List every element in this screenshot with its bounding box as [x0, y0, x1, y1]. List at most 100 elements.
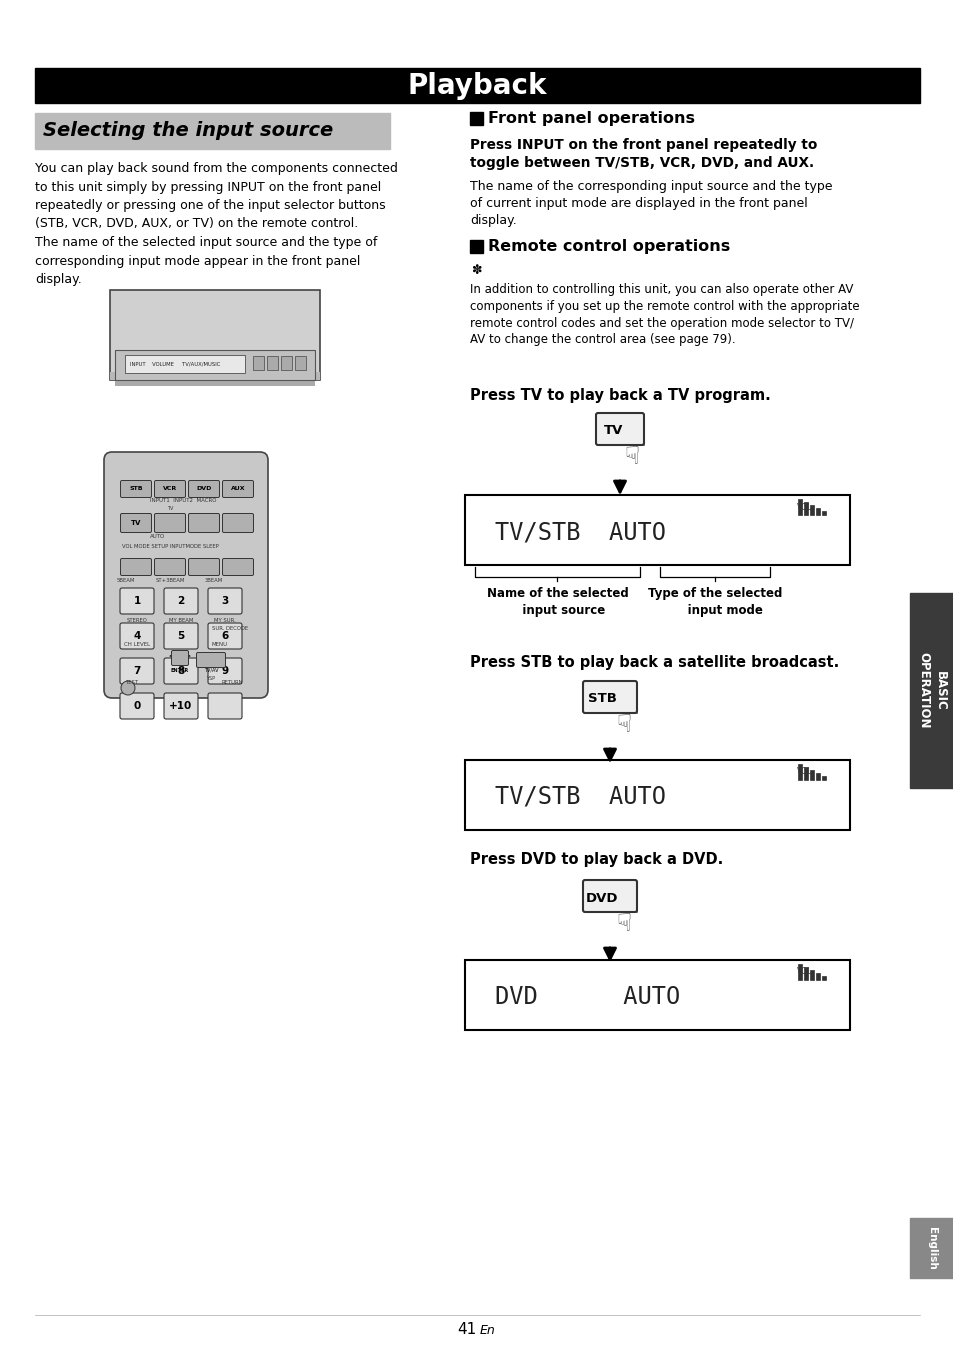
Text: AUTO: AUTO — [150, 534, 165, 538]
FancyBboxPatch shape — [120, 588, 153, 613]
Text: DVD: DVD — [196, 487, 212, 492]
Text: TV/AV: TV/AV — [204, 669, 218, 673]
Bar — [110, 290, 319, 380]
FancyBboxPatch shape — [208, 658, 242, 683]
Bar — [110, 372, 319, 380]
Bar — [797, 764, 801, 780]
Bar — [587, 886, 638, 913]
Bar — [821, 511, 825, 515]
Bar — [815, 508, 820, 515]
Bar — [464, 960, 849, 1030]
Bar — [470, 240, 482, 253]
Bar — [464, 495, 849, 565]
Text: INPUT    VOLUME     TV/AUX/MUSIC: INPUT VOLUME TV/AUX/MUSIC — [130, 361, 220, 367]
FancyBboxPatch shape — [164, 623, 198, 648]
Bar — [281, 356, 292, 369]
Text: Press DVD to play back a DVD.: Press DVD to play back a DVD. — [470, 852, 722, 867]
Bar — [803, 501, 807, 515]
Text: TV: TV — [167, 506, 173, 511]
Text: 4: 4 — [133, 631, 140, 642]
FancyBboxPatch shape — [154, 558, 185, 576]
FancyBboxPatch shape — [222, 558, 253, 576]
FancyBboxPatch shape — [104, 452, 268, 698]
Text: BASIC
OPERATION: BASIC OPERATION — [916, 652, 946, 729]
FancyBboxPatch shape — [120, 623, 153, 648]
Bar — [815, 973, 820, 980]
FancyBboxPatch shape — [164, 658, 198, 683]
Text: YSP: YSP — [206, 677, 215, 682]
Text: ☟: ☟ — [616, 713, 631, 737]
Text: 3: 3 — [221, 596, 229, 607]
Text: In addition to controlling this unit, you can also operate other AV
components i: In addition to controlling this unit, yo… — [470, 283, 859, 346]
Text: SUR. DECODE: SUR. DECODE — [212, 625, 248, 631]
Text: TV: TV — [603, 425, 623, 438]
Text: Playback: Playback — [407, 71, 546, 100]
Text: Press STB to play back a satellite broadcast.: Press STB to play back a satellite broad… — [470, 655, 839, 670]
Text: RETURN: RETURN — [222, 679, 243, 685]
Text: English: English — [926, 1227, 936, 1270]
Bar — [294, 356, 306, 369]
Text: DVD      AUTO: DVD AUTO — [495, 985, 679, 1010]
FancyBboxPatch shape — [154, 514, 185, 532]
FancyBboxPatch shape — [120, 658, 153, 683]
FancyBboxPatch shape — [222, 480, 253, 497]
FancyBboxPatch shape — [189, 480, 219, 497]
Bar — [809, 506, 813, 515]
FancyBboxPatch shape — [154, 480, 185, 497]
FancyBboxPatch shape — [189, 514, 219, 532]
FancyBboxPatch shape — [208, 693, 242, 718]
Bar — [35, 67, 919, 102]
Text: VOL: VOL — [797, 968, 812, 976]
Bar — [464, 760, 849, 830]
Text: 41: 41 — [457, 1322, 476, 1337]
FancyBboxPatch shape — [196, 652, 225, 667]
Text: MY SUR.: MY SUR. — [213, 617, 235, 623]
Text: TV/STB  AUTO: TV/STB AUTO — [495, 785, 665, 809]
Bar — [35, 113, 390, 150]
Text: DVD: DVD — [585, 891, 618, 905]
Bar — [803, 767, 807, 780]
FancyBboxPatch shape — [120, 514, 152, 532]
Bar — [821, 776, 825, 780]
Text: +10: +10 — [170, 701, 193, 710]
Bar — [115, 380, 314, 386]
FancyBboxPatch shape — [120, 480, 152, 497]
Text: 3BEAM: 3BEAM — [205, 577, 223, 582]
Text: VOL MODE SETUP INPUTMODE SLEEP: VOL MODE SETUP INPUTMODE SLEEP — [122, 545, 218, 550]
Text: VOL: VOL — [797, 767, 812, 776]
Text: AUX: AUX — [231, 487, 245, 492]
Text: En: En — [479, 1324, 496, 1336]
Text: Press INPUT on the front panel repeatedly to
toggle between TV/STB, VCR, DVD, an: Press INPUT on the front panel repeatedl… — [470, 137, 817, 170]
Text: STB: STB — [587, 693, 616, 705]
FancyBboxPatch shape — [208, 588, 242, 613]
Text: 6: 6 — [221, 631, 229, 642]
Text: MY BEAM: MY BEAM — [169, 617, 193, 623]
Bar — [125, 355, 245, 373]
FancyBboxPatch shape — [582, 681, 637, 713]
Text: Press TV to play back a TV program.: Press TV to play back a TV program. — [470, 388, 770, 403]
Text: 7: 7 — [133, 666, 140, 675]
Text: CH LEVEL: CH LEVEL — [124, 643, 150, 647]
Text: ☟: ☟ — [616, 913, 631, 936]
FancyBboxPatch shape — [189, 558, 219, 576]
Text: ENTER: ENTER — [171, 667, 189, 673]
Text: ✽: ✽ — [472, 263, 482, 276]
Text: 1: 1 — [133, 596, 140, 607]
Text: Name of the selected
   input source: Name of the selected input source — [486, 586, 628, 617]
Text: ☟: ☟ — [623, 445, 639, 469]
FancyBboxPatch shape — [596, 412, 643, 445]
Bar — [115, 350, 314, 380]
Text: ST+3BEAM: ST+3BEAM — [155, 577, 185, 582]
FancyBboxPatch shape — [164, 693, 198, 718]
FancyBboxPatch shape — [120, 693, 153, 718]
Text: STB: STB — [129, 487, 143, 492]
Text: The name of the corresponding input source and the type
of current input mode ar: The name of the corresponding input sour… — [470, 181, 832, 226]
Text: MENU: MENU — [212, 643, 228, 647]
Bar — [809, 770, 813, 780]
Text: 0: 0 — [133, 701, 140, 710]
Bar — [797, 499, 801, 515]
Bar — [470, 112, 482, 125]
Text: TEST: TEST — [126, 679, 139, 685]
Text: 5BEAM: 5BEAM — [116, 577, 135, 582]
Bar — [909, 593, 953, 789]
